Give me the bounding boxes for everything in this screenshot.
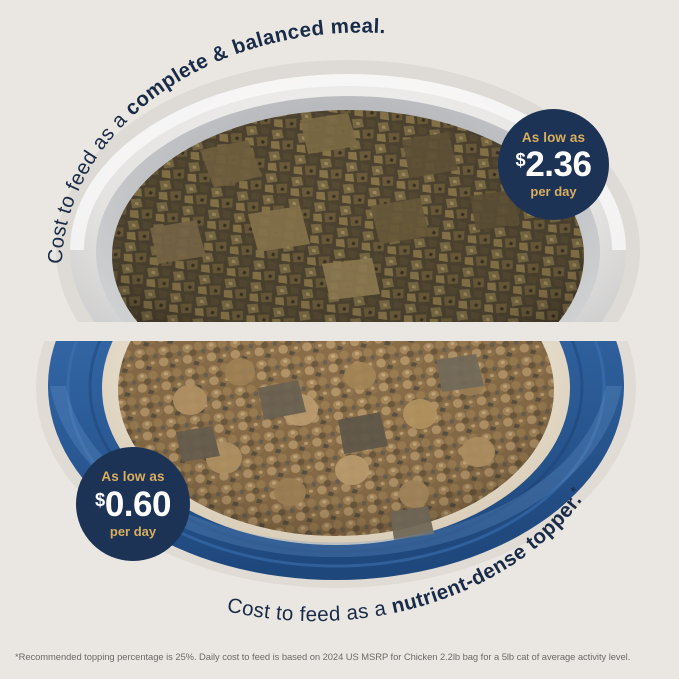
price-badge-complete-meal[interactable]: As low as $2.36 per day: [498, 109, 609, 220]
badge-suffix-top: per day: [530, 184, 577, 200]
bottom-caption-prefix: Cost to feed as a: [225, 593, 394, 626]
price-amount-top: 2.36: [525, 145, 592, 185]
blue-bowl-group: [36, 341, 636, 588]
badge-suffix-bottom: per day: [109, 523, 157, 539]
badge-price-bottom: $0.60: [95, 487, 171, 522]
price-badge-topper[interactable]: As low as $0.60 per day: [76, 447, 190, 561]
badge-kicker-bottom: As low as: [101, 469, 165, 485]
white-bowl-group: [56, 60, 640, 322]
badge-price-top: $2.36: [516, 147, 592, 182]
bowl-divider: [0, 322, 679, 341]
footnote-disclaimer: *Recommended topping percentage is 25%. …: [15, 651, 631, 662]
price-amount-bottom: 0.60: [104, 484, 172, 524]
currency-symbol-bottom: $: [95, 489, 105, 510]
currency-symbol-top: $: [515, 150, 526, 171]
badge-kicker-top: As low as: [521, 129, 586, 145]
